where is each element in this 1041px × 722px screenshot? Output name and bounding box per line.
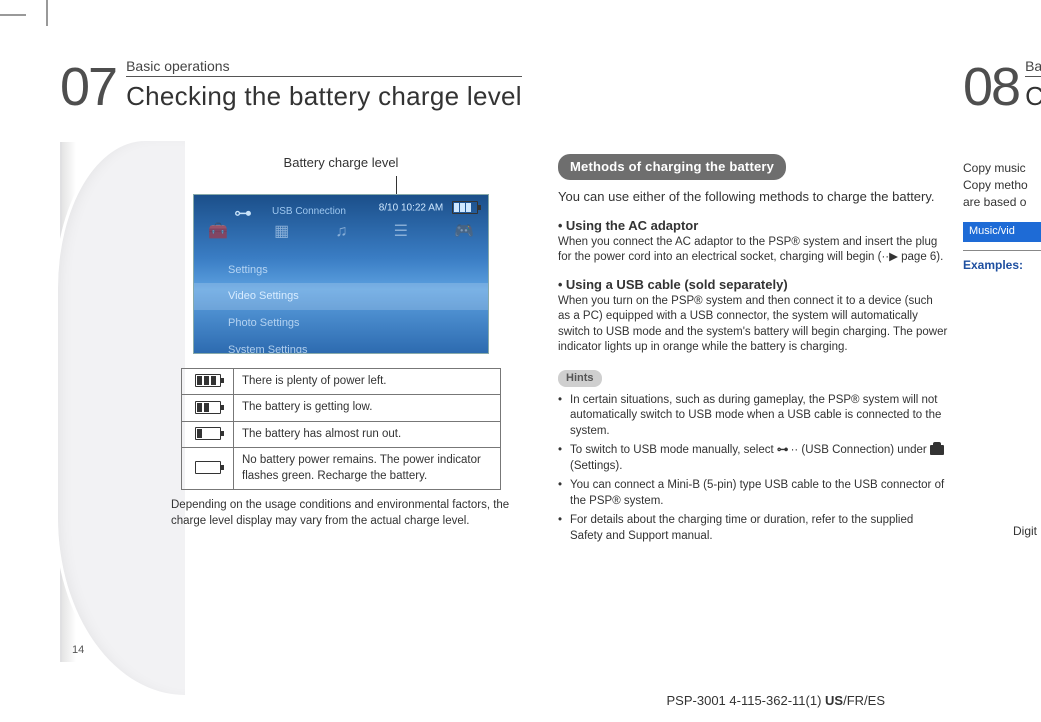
examples-box: Examples: Digit: [963, 250, 1041, 550]
hint-item: You can connect a Mini-B (5-pin) type US…: [558, 478, 948, 509]
page-07: 07 Basic operations Checking the battery…: [60, 58, 940, 126]
footer: PSP-3001 4-115-362-11(1) US/FR/ES: [667, 693, 885, 708]
music-icon: ♫: [335, 221, 347, 243]
usb-icon: ⊶: [777, 444, 788, 456]
toolbox-icon: [930, 445, 944, 455]
method-heading: Using a USB cable (sold separately): [566, 277, 788, 292]
hint-item: In certain situations, such as during ga…: [558, 393, 948, 440]
section-number: 08: [963, 63, 1019, 112]
table-row: The battery is getting low.: [182, 395, 501, 422]
page-number: 14: [72, 644, 84, 656]
hints-label: Hints: [558, 370, 602, 387]
table-row: There is plenty of power left.: [182, 368, 501, 395]
method-item: Using a USB cable (sold separately) When…: [558, 276, 948, 356]
battery-med-icon: [195, 401, 221, 414]
settings-icon: 🧰: [208, 221, 228, 243]
right-column: Methods of charging the battery You can …: [558, 150, 948, 548]
hint-item: To switch to USB mode manually, select ⊶…: [558, 443, 948, 474]
battery-icon: [452, 201, 478, 215]
copy-line: Copy metho: [963, 177, 1041, 194]
footer-lang-bold: US: [825, 693, 843, 708]
page-08-body: Copy music Copy metho are based o Music/…: [963, 160, 1041, 550]
method-item: Using the AC adaptor When you connect th…: [558, 217, 948, 266]
table-row: The battery has almost run out.: [182, 421, 501, 448]
level-text: There is plenty of power left.: [234, 368, 501, 395]
note-text: Depending on the usage conditions and en…: [171, 498, 511, 529]
blue-heading-bar: Music/vid: [963, 222, 1041, 241]
battery-low-icon: [195, 427, 221, 440]
section-kicker: Ba: [1025, 58, 1041, 77]
xmb-icons: 🧰 ▦ ♫ ☰ 🎮: [208, 221, 474, 243]
methods-intro: You can use either of the following meth…: [558, 188, 948, 206]
game-icon: 🎮: [454, 221, 474, 243]
page-08-partial: 08 Ba C: [963, 58, 1041, 126]
table-row: No battery power remains. The power indi…: [182, 448, 501, 490]
left-column: Battery charge level ⊶ USB Connection 8/…: [148, 150, 534, 548]
level-text: The battery has almost run out.: [234, 421, 501, 448]
video-icon: ☰: [394, 221, 408, 243]
psp-screenshot: ⊶ USB Connection 8/10 10:22 AM 🧰 ▦ ♫ ☰ 🎮…: [193, 194, 489, 354]
level-text: No battery power remains. The power indi…: [234, 448, 501, 490]
examples-label: Examples:: [963, 257, 1041, 274]
section-kicker: Basic operations: [126, 58, 522, 77]
battery-full-icon: [195, 374, 221, 387]
crop-mark-top: [46, 0, 48, 26]
list-item: Photo Settings: [228, 310, 488, 337]
footer-model: PSP-3001 4-115-362-11(1): [667, 693, 826, 708]
section-title: C: [1025, 81, 1041, 112]
usb-connection-label: USB Connection: [272, 205, 346, 219]
list-item: Video Settings: [194, 283, 488, 310]
hint-item: For details about the charging time or d…: [558, 513, 948, 544]
method-heading: Using the AC adaptor: [566, 218, 698, 233]
section-title: Checking the battery charge level: [126, 81, 522, 112]
copy-line: Copy music: [963, 160, 1041, 177]
clock-text: 8/10 10:22 AM: [379, 202, 444, 213]
digit-label: Digit: [1013, 523, 1037, 540]
methods-list: Using the AC adaptor When you connect th…: [558, 217, 948, 356]
list-item: Settings: [228, 257, 488, 284]
hints-list: In certain situations, such as during ga…: [558, 393, 948, 545]
level-text: The battery is getting low.: [234, 395, 501, 422]
settings-list: Settings Video Settings Photo Settings S…: [228, 257, 488, 354]
content-columns: Battery charge level ⊶ USB Connection 8/…: [148, 150, 948, 548]
copy-line: are based o: [963, 194, 1041, 211]
callout-line: [396, 176, 397, 194]
battery-levels-table: There is plenty of power left. The batte…: [181, 368, 501, 491]
methods-heading: Methods of charging the battery: [558, 154, 786, 180]
battery-charge-label: Battery charge level: [148, 154, 534, 172]
section-number: 07: [60, 63, 116, 112]
battery-empty-icon: [195, 461, 221, 474]
footer-lang-rest: /FR/ES: [843, 693, 885, 708]
crop-mark-left: [0, 14, 26, 16]
list-item: System Settings: [228, 337, 488, 353]
method-body: When you connect the AC adaptor to the P…: [558, 235, 948, 266]
screenshot-status-bar: 8/10 10:22 AM: [379, 201, 478, 215]
method-body: When you turn on the PSP® system and the…: [558, 294, 948, 356]
photo-icon: ▦: [274, 221, 289, 243]
